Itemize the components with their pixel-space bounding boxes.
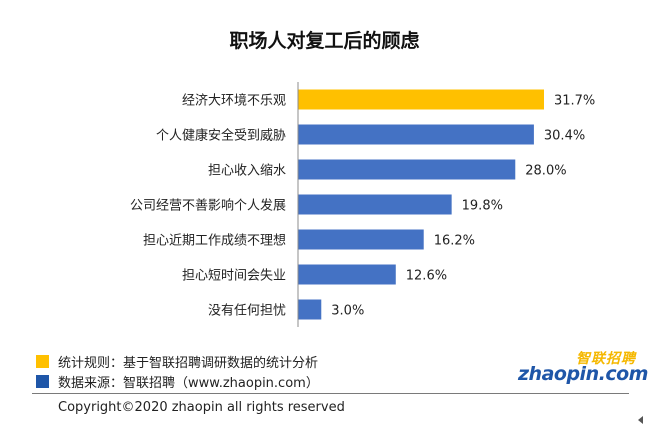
footer-divider [32, 393, 629, 394]
corner-arrow-icon [638, 416, 643, 424]
value-label: 12.6% [406, 269, 447, 284]
category-label: 个人健康安全受到威胁 [156, 128, 286, 144]
category-label: 经济大环境不乐观 [182, 94, 286, 109]
bar [298, 159, 516, 180]
logo-english-text: zhaopin.com [518, 363, 648, 385]
bar [298, 229, 424, 250]
value-label: 16.2% [434, 234, 475, 249]
category-label: 担心近期工作成绩不理想 [143, 233, 286, 249]
category-label: 担心短时间会失业 [182, 269, 286, 284]
chart-title: 职场人对复工后的顾虑 [229, 30, 420, 52]
legend-swatch-blue [36, 374, 49, 388]
bar [298, 194, 452, 215]
zhaopin-logo: 智联招聘 zhaopin.com [518, 348, 648, 385]
bar-chart: 经济大环境不乐观 31.7% 个人健康安全受到威胁 30.4% 担心收入缩水 28.0% 公… [130, 82, 595, 327]
bar [298, 124, 534, 145]
category-label: 担心收入缩水 [208, 163, 286, 179]
bar [298, 264, 396, 285]
bar [298, 89, 544, 110]
legend-swatch-yellow [36, 354, 49, 368]
category-label: 没有任何担忧 [208, 303, 286, 319]
value-label: 30.4% [544, 129, 585, 144]
value-label: 3.0% [331, 304, 364, 319]
logo-chinese-text: 智联招聘 [576, 351, 636, 367]
value-label: 19.8% [462, 199, 503, 214]
legend-item-source: 数据来源：智联招聘（www.zhaopin.com） [36, 372, 319, 391]
value-label: 28.0% [525, 164, 566, 179]
copyright-text: Copyright©2020 zhaopin all rights reserv… [58, 400, 345, 415]
value-label: 31.7% [554, 94, 595, 109]
bar [298, 299, 322, 320]
legend-label: 统计规则：基于智联招聘调研数据的统计分析 [58, 355, 319, 371]
legend-item-rule: 统计规则：基于智联招聘调研数据的统计分析 [36, 352, 319, 371]
category-label: 公司经营不善影响个人发展 [130, 198, 286, 214]
legend-label: 数据来源：智联招聘（www.zhaopin.com） [58, 375, 319, 391]
